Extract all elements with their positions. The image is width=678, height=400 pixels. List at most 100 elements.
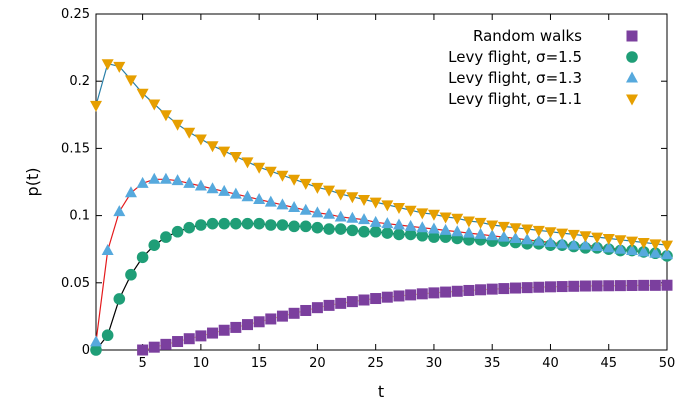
data-point: [439, 223, 452, 235]
data-point: [171, 119, 184, 131]
data-point: [311, 221, 324, 234]
data-point: [358, 194, 371, 206]
data-point: [637, 237, 650, 249]
data-point: [253, 217, 265, 230]
data-point: [334, 189, 347, 201]
data-point: [544, 235, 557, 247]
data-point: [299, 220, 312, 233]
data-point: [474, 227, 487, 239]
data-point: [218, 146, 231, 158]
legend-label: Levy flight, σ=1.1: [448, 90, 582, 108]
data-point: [207, 327, 219, 339]
data-point: [579, 231, 592, 243]
x-tick-label: 35: [484, 356, 501, 371]
data-point: [137, 344, 149, 356]
data-point: [148, 99, 161, 111]
data-point: [323, 185, 336, 197]
data-point: [206, 217, 219, 230]
data-point: [381, 200, 394, 212]
data-point: [323, 223, 335, 235]
data-point: [614, 235, 627, 247]
data-point: [661, 248, 673, 260]
data-point: [358, 294, 370, 306]
x-axis-label: t: [378, 382, 384, 400]
data-point: [451, 225, 464, 237]
data-point: [405, 289, 417, 301]
y-tick-label: 0.1: [69, 209, 90, 224]
data-point: [113, 205, 126, 217]
x-tick-label: 20: [309, 356, 326, 371]
y-tick-label: 0.25: [61, 7, 90, 22]
y-tick-label: 0.05: [61, 276, 90, 291]
data-point: [556, 281, 568, 293]
data-point: [299, 178, 312, 190]
data-point: [475, 284, 487, 296]
data-point: [276, 219, 289, 231]
data-point: [172, 336, 184, 348]
data-point: [194, 134, 207, 146]
data-point: [101, 59, 114, 71]
data-point: [229, 151, 242, 163]
data-point: [334, 223, 347, 235]
data-point: [90, 335, 102, 347]
data-point: [649, 239, 662, 251]
data-point: [416, 208, 429, 220]
data-point: [218, 184, 231, 196]
data-point: [521, 282, 533, 294]
data-point: [206, 141, 219, 153]
data-point: [603, 280, 615, 292]
data-point: [416, 288, 428, 300]
data-point: [183, 176, 196, 188]
data-point: [498, 283, 510, 295]
data-point: [171, 225, 184, 238]
data-point: [125, 268, 137, 281]
data-point: [579, 238, 592, 250]
data-point: [497, 221, 510, 233]
data-point: [346, 211, 359, 223]
data-point: [462, 226, 475, 238]
data-point: [241, 319, 253, 331]
data-markers: [90, 59, 673, 356]
x-tick-label: 25: [367, 356, 384, 371]
data-point: [404, 228, 417, 241]
data-point: [124, 186, 137, 198]
data-point: [334, 210, 347, 222]
data-point: [160, 231, 172, 243]
data-point: [276, 170, 289, 182]
data-point: [265, 313, 277, 325]
data-point: [649, 279, 661, 291]
data-point: [521, 224, 534, 236]
data-point: [241, 157, 254, 169]
data-point: [288, 201, 301, 213]
data-point: [626, 244, 639, 256]
data-point: [299, 203, 312, 215]
legend: Random walks Levy flight, σ=1.5 Levy fligh…: [448, 27, 638, 108]
data-point: [194, 179, 207, 191]
data-point: [346, 224, 359, 237]
data-point: [370, 293, 382, 305]
fit-line-series-1: [142, 284, 668, 351]
legend-marker: [626, 94, 638, 106]
x-tick-label: 40: [542, 356, 559, 371]
data-point: [579, 280, 591, 292]
data-point: [381, 291, 393, 303]
x-tick-label: 5: [138, 356, 146, 371]
data-point: [416, 221, 429, 233]
data-point: [113, 61, 126, 73]
data-point: [183, 127, 196, 139]
y-axis: 0 0.05 0.1 0.15 0.2 0.25: [61, 7, 667, 358]
data-point: [591, 240, 604, 252]
data-point: [509, 223, 522, 235]
data-point: [393, 228, 405, 241]
data-point: [462, 216, 475, 228]
data-point: [533, 281, 545, 293]
data-point: [369, 197, 382, 209]
data-point: [521, 233, 534, 245]
data-point: [311, 302, 323, 314]
data-point: [346, 192, 359, 204]
data-point: [626, 236, 639, 248]
data-point: [614, 242, 627, 254]
data-point: [451, 285, 463, 297]
data-point: [544, 227, 557, 239]
